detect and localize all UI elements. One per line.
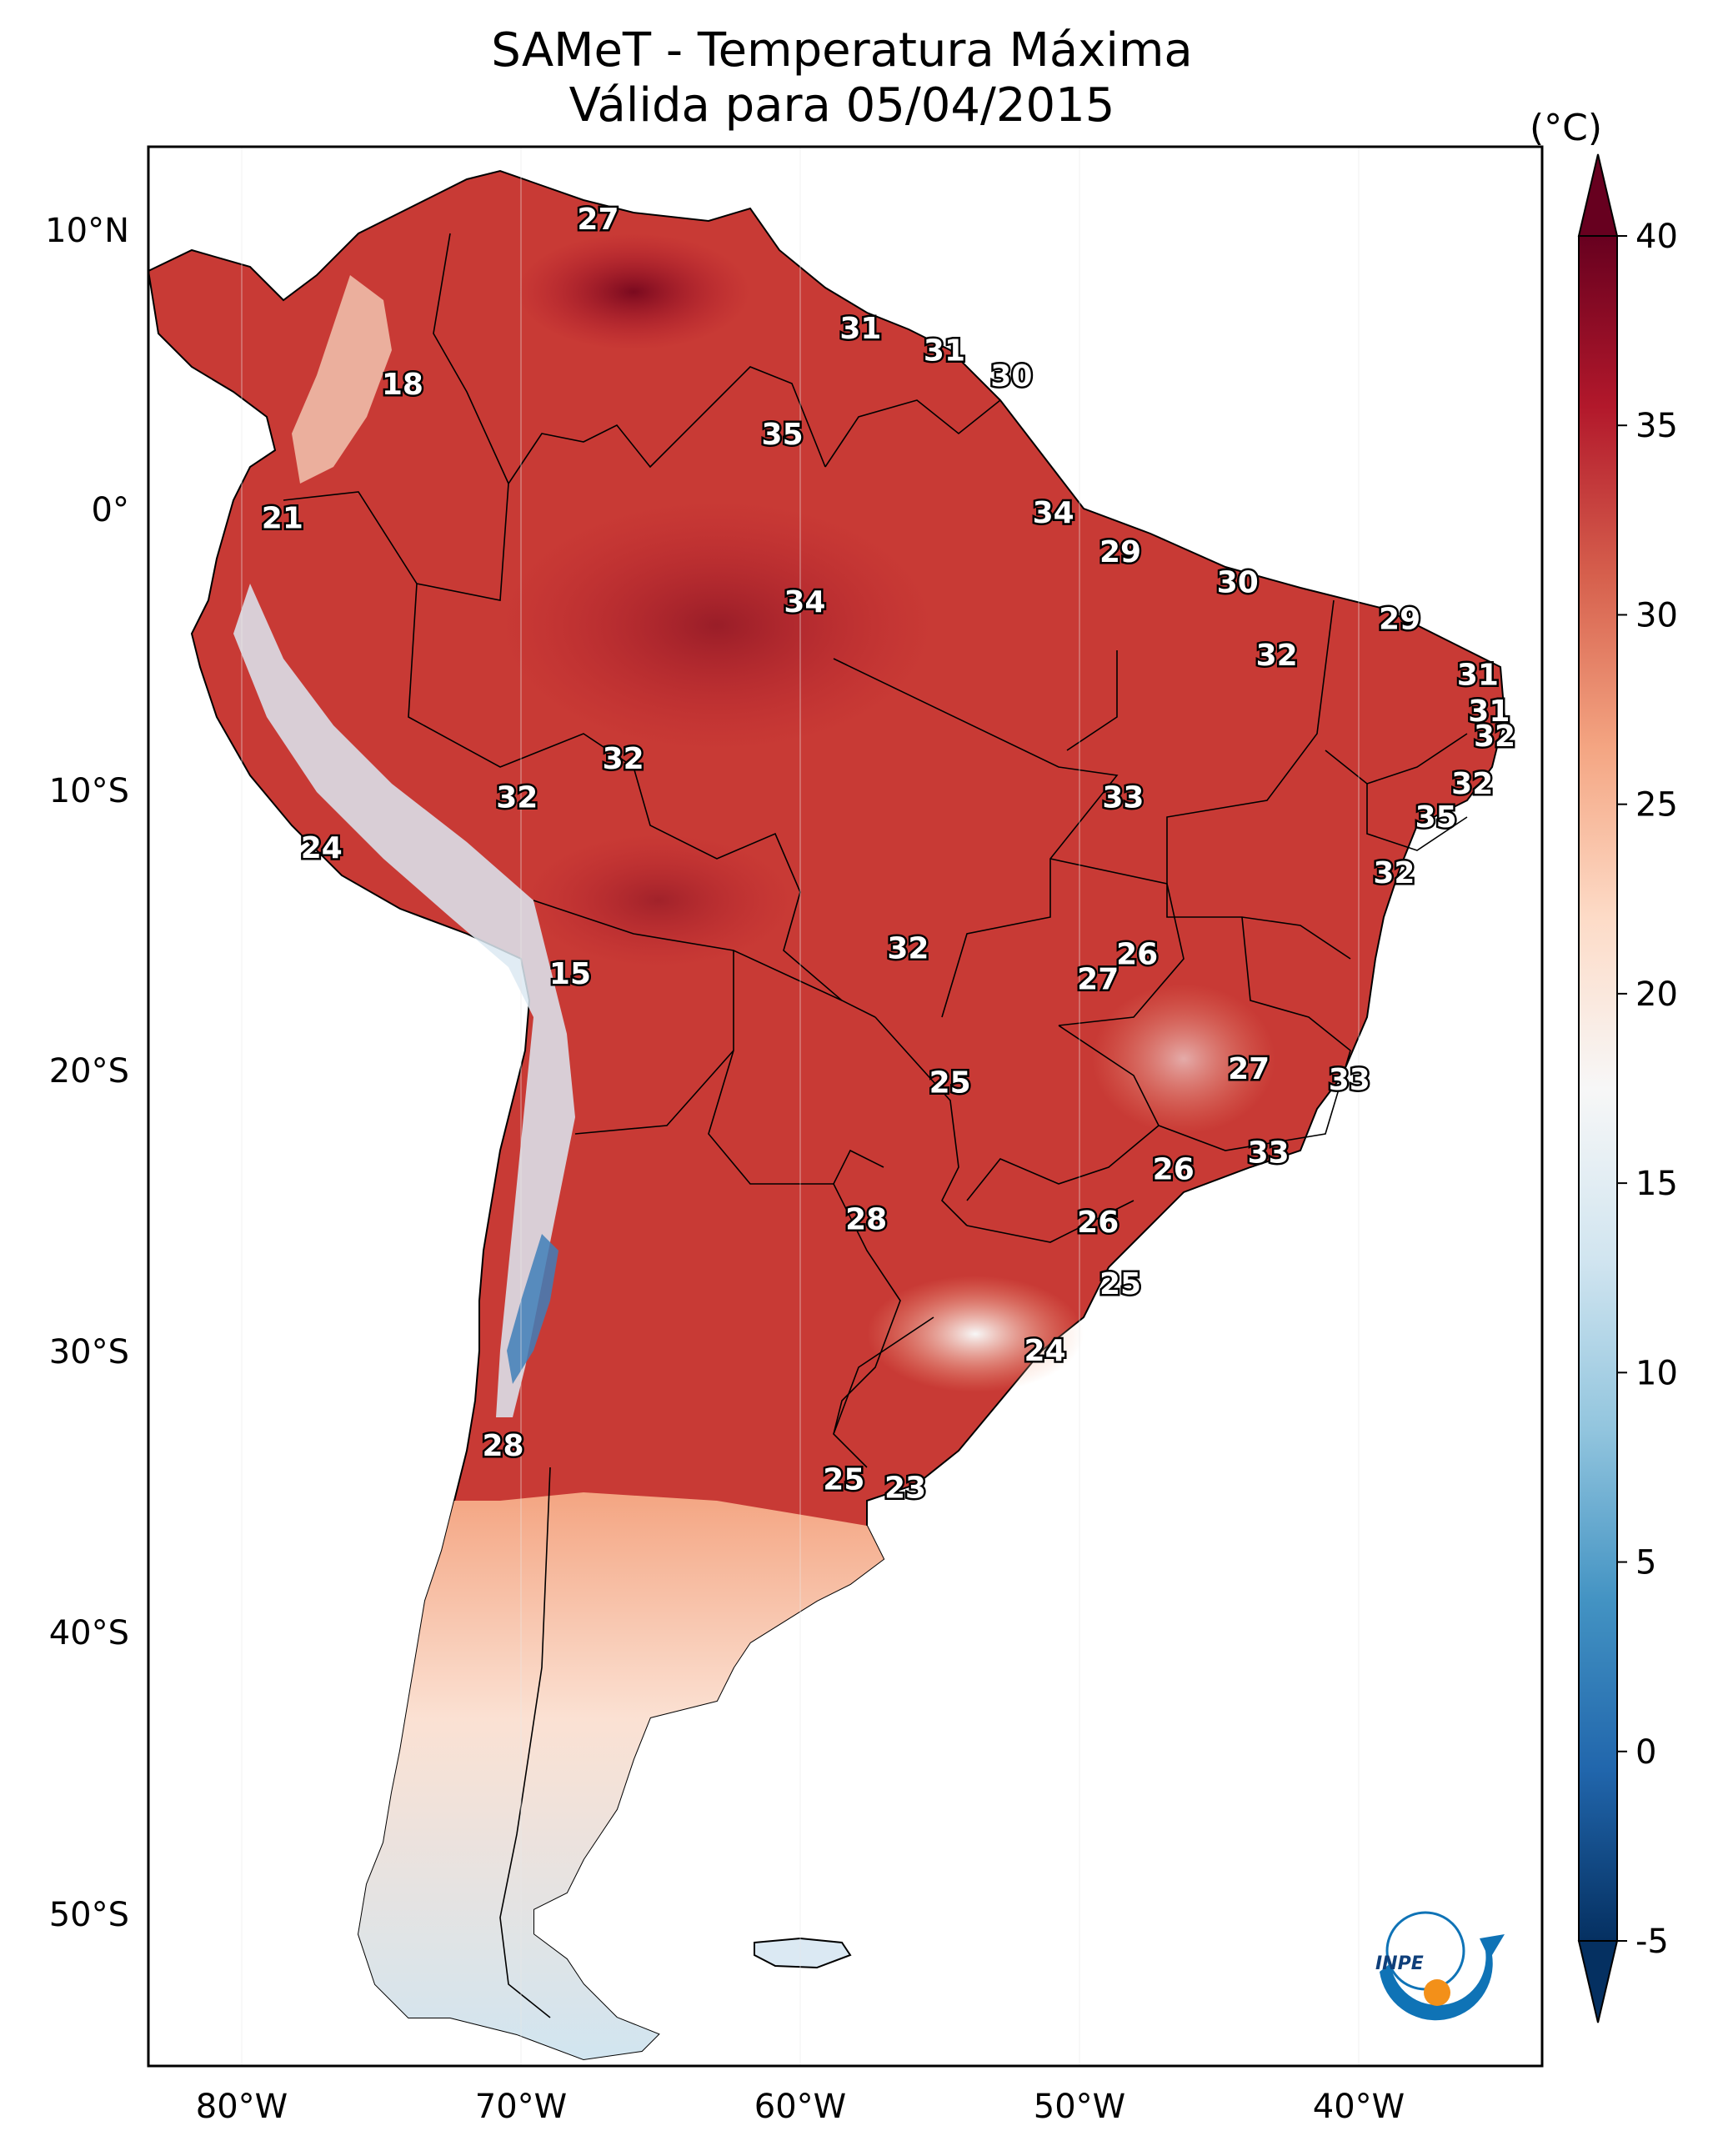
station-value-label: 33 bbox=[1329, 1063, 1370, 1097]
colorbar-tick-label: 0 bbox=[1635, 1733, 1656, 1772]
station-value-label: 28 bbox=[482, 1429, 523, 1463]
station-value-label: 21 bbox=[262, 502, 303, 536]
patagonia-region bbox=[358, 1492, 884, 2059]
colorbar-tick-label: 15 bbox=[1635, 1165, 1678, 1203]
map-title: SAMeT - Temperatura Máxima Válida para 0… bbox=[125, 23, 1559, 133]
lat-label-10s: 10°S bbox=[49, 772, 129, 810]
cool-region-minas bbox=[1092, 984, 1275, 1134]
colorbar-unit-label: (°C) bbox=[1530, 107, 1603, 149]
lon-label-70w: 70°W bbox=[475, 2088, 567, 2126]
colorbar-gradient bbox=[1578, 235, 1618, 1942]
station-value-label: 25 bbox=[823, 1462, 864, 1497]
heat-core-venezuela bbox=[517, 233, 750, 350]
station-value-label: 32 bbox=[1451, 767, 1493, 801]
colorbar-ticks: 40 35 30 25 20 15 10 5 0 -5 bbox=[1617, 218, 1678, 1961]
station-value-label: 25 bbox=[1099, 1267, 1141, 1301]
station-value-label: 32 bbox=[1373, 856, 1415, 890]
station-value-label: 24 bbox=[1024, 1334, 1066, 1368]
colorbar-tick-label: 35 bbox=[1635, 407, 1678, 445]
inpe-logo-orbit bbox=[1385, 1911, 1465, 1991]
station-value-label: 32 bbox=[887, 932, 929, 966]
station-value-label: 31 bbox=[1457, 658, 1499, 692]
colorbar-tick-label: 20 bbox=[1635, 975, 1678, 1014]
colorbar-max-extend bbox=[1577, 153, 1619, 237]
station-value-label: 26 bbox=[1116, 937, 1158, 971]
station-value-label: 35 bbox=[1415, 800, 1457, 835]
lat-label-0: 0° bbox=[92, 491, 129, 529]
station-value-label: 23 bbox=[884, 1471, 926, 1505]
andes-cold-core bbox=[507, 1234, 558, 1384]
heat-core-bolivia bbox=[525, 834, 792, 967]
cool-region-south-brazil bbox=[867, 1276, 1084, 1392]
station-value-label: 34 bbox=[1033, 496, 1074, 530]
station-value-label: 30 bbox=[1217, 566, 1259, 600]
colorbar-tick-label: 30 bbox=[1635, 596, 1678, 634]
station-value-label: 27 bbox=[1228, 1052, 1270, 1086]
station-value-label: 31 bbox=[839, 312, 881, 346]
title-line-2: Válida para 05/04/2015 bbox=[568, 78, 1115, 133]
colorbar-tick-label: 25 bbox=[1635, 786, 1678, 825]
inpe-logo-swoosh bbox=[1380, 1934, 1505, 2021]
inpe-logo: INPE bbox=[1375, 1911, 1505, 2021]
station-value-label: 29 bbox=[1099, 535, 1141, 569]
station-value-label: 28 bbox=[845, 1203, 887, 1237]
lat-label-20s: 20°S bbox=[49, 1052, 129, 1091]
inpe-logo-text: INPE bbox=[1375, 1953, 1424, 1974]
colombia-andes bbox=[292, 275, 392, 484]
station-value-label: 31 bbox=[924, 334, 965, 369]
lat-label-50s: 50°S bbox=[49, 1896, 129, 1934]
station-value-label: 35 bbox=[762, 418, 804, 452]
lat-axis: 10°N 0° 10°S 20°S 30°S 40°S 50°S bbox=[45, 212, 129, 1934]
station-value-label: 24 bbox=[301, 831, 343, 865]
lat-label-30s: 30°S bbox=[49, 1333, 129, 1371]
station-value-label: 27 bbox=[1077, 963, 1119, 997]
lon-axis: 80°W 70°W 60°W 50°W 40°W bbox=[196, 2088, 1405, 2126]
colorbar-tick-label: 5 bbox=[1635, 1544, 1656, 1582]
lon-label-80w: 80°W bbox=[196, 2088, 288, 2126]
station-value-label: 30 bbox=[990, 359, 1032, 394]
lat-label-10n: 10°N bbox=[45, 212, 129, 250]
station-value-label: 33 bbox=[1248, 1136, 1290, 1170]
lon-label-60w: 60°W bbox=[754, 2088, 846, 2126]
lon-label-50w: 50°W bbox=[1034, 2088, 1125, 2126]
colorbar-min-extend bbox=[1577, 1940, 1619, 2023]
station-value-label: 32 bbox=[1474, 720, 1515, 754]
station-value-label: 27 bbox=[577, 203, 619, 237]
inpe-logo-sun bbox=[1424, 1979, 1450, 2006]
lat-label-40s: 40°S bbox=[49, 1614, 129, 1652]
station-value-label: 26 bbox=[1077, 1206, 1119, 1240]
heat-core-amazon bbox=[500, 500, 934, 750]
station-value-label: 32 bbox=[496, 781, 538, 815]
station-value-label: 15 bbox=[549, 957, 591, 991]
falkland-islands bbox=[754, 1937, 852, 1969]
colorbar-tick-label: 10 bbox=[1635, 1354, 1678, 1392]
station-value-label: 29 bbox=[1379, 602, 1420, 636]
station-value-label: 31 bbox=[1468, 694, 1510, 729]
andes-cool-ridge bbox=[233, 584, 575, 1417]
colorbar-tick-label: 40 bbox=[1635, 218, 1678, 256]
colorbar: 40 35 30 25 20 15 10 5 0 -5 bbox=[1577, 153, 1678, 2023]
colorbar-tick-label: -5 bbox=[1635, 1923, 1669, 1961]
country-borders bbox=[283, 233, 1468, 2018]
station-value-label: 32 bbox=[1256, 639, 1298, 673]
station-value-label: 33 bbox=[1102, 781, 1144, 815]
graticule bbox=[241, 147, 1360, 2066]
title-line-1: SAMeT - Temperatura Máxima bbox=[491, 23, 1193, 78]
station-value-label: 18 bbox=[382, 368, 423, 402]
station-value-label: 32 bbox=[603, 742, 644, 776]
station-value-label: 25 bbox=[929, 1066, 971, 1101]
station-value-label: 26 bbox=[1153, 1152, 1195, 1186]
map-frame bbox=[147, 145, 1544, 2068]
lon-label-40w: 40°W bbox=[1313, 2088, 1405, 2126]
station-value-label: 34 bbox=[784, 585, 825, 619]
south-america-landmass bbox=[148, 169, 1506, 2061]
